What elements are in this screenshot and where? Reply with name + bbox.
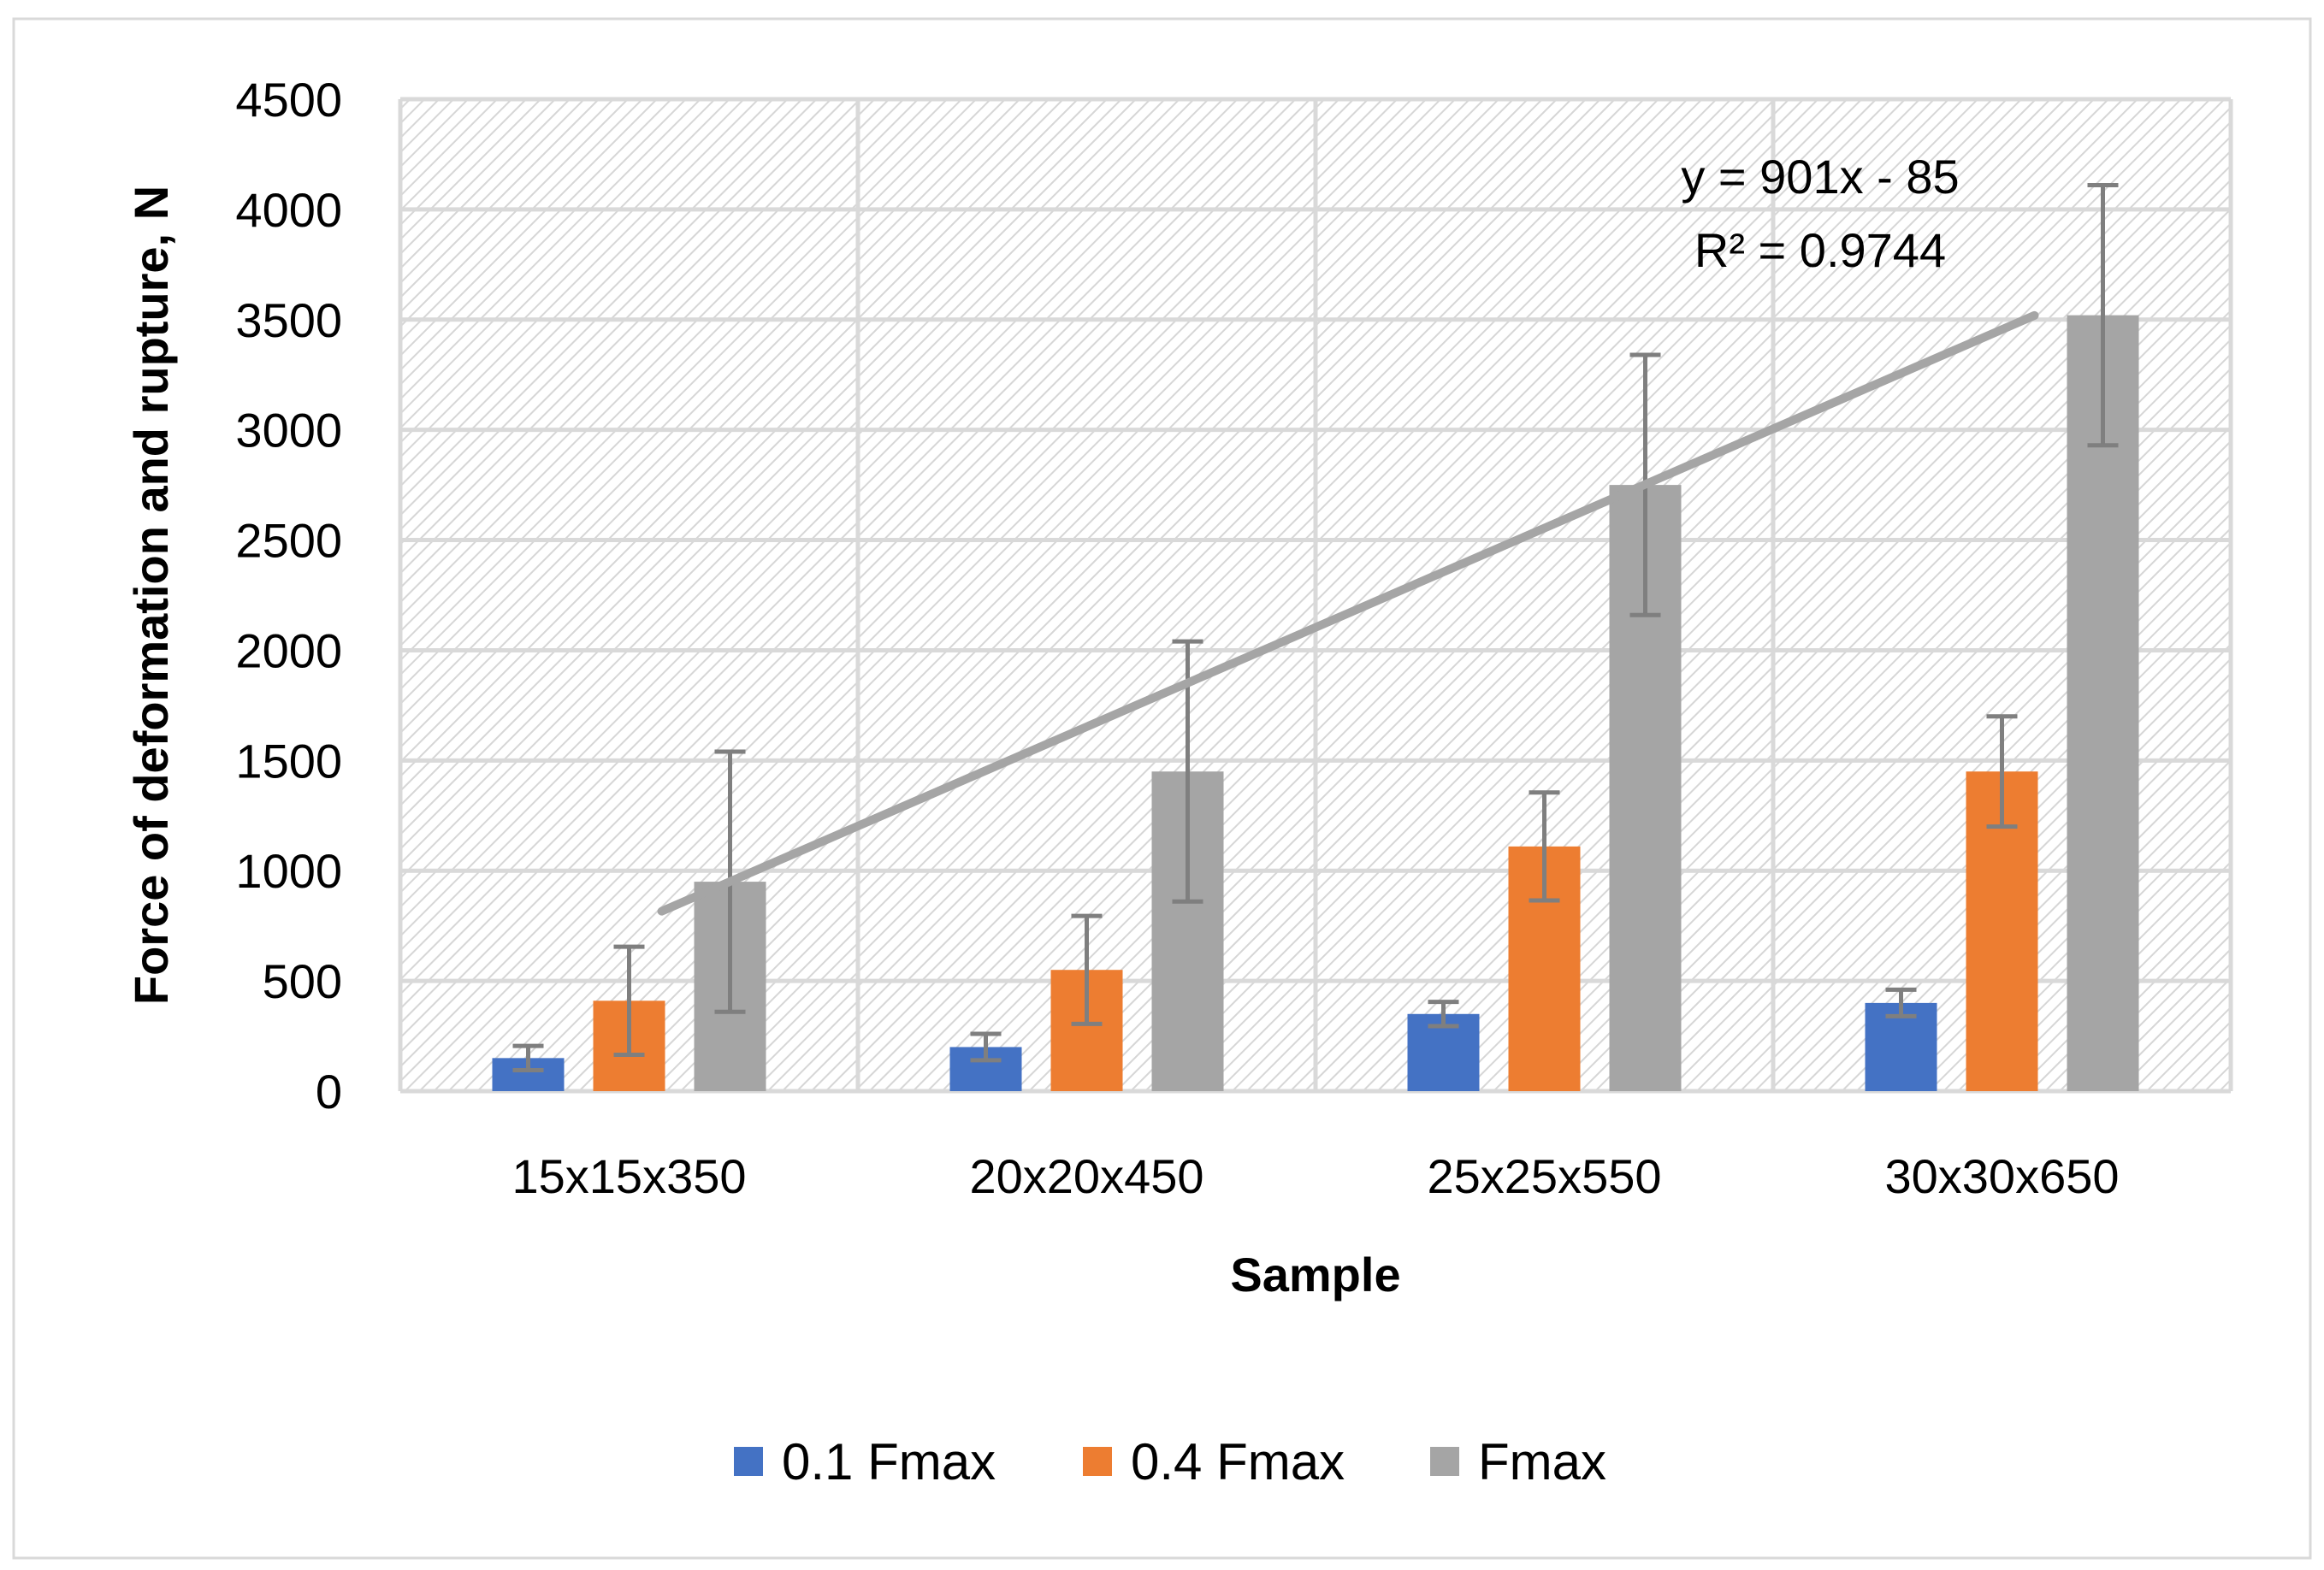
- y-tick-label: 1000: [235, 844, 342, 898]
- trendline: [657, 310, 2039, 916]
- y-tick-label: 2000: [235, 623, 342, 677]
- y-tick-label: 500: [263, 954, 342, 1008]
- x-axis-title: Sample: [1230, 1248, 1400, 1301]
- error-bar-0-4-fmax-15x15x350: [613, 944, 645, 1057]
- legend-swatch: [1083, 1447, 1112, 1476]
- x-tick-label: 15x15x350: [512, 1149, 746, 1203]
- legend-label: 0.1 Fmax: [782, 1433, 996, 1490]
- tick-labels: 0 500 1000 1500 2000 2500 3000 3500 4000 4500 15x1…: [235, 73, 2119, 1203]
- error-bar-0-1-fmax-20x20x450: [970, 1031, 1002, 1063]
- x-tick-label: 20x20x450: [969, 1149, 1203, 1203]
- legend-swatch: [734, 1447, 763, 1476]
- trendline-group: [657, 310, 2039, 916]
- legend-item: 0.1 Fmax: [734, 1433, 996, 1490]
- y-tick-label: 1500: [235, 734, 342, 788]
- legend-swatch: [1430, 1447, 1459, 1476]
- y-tick-label: 3500: [235, 293, 342, 347]
- legend-label: Fmax: [1478, 1433, 1606, 1490]
- error-bar-0-4-fmax-20x20x450: [1071, 913, 1103, 1026]
- y-tick-label: 3000: [235, 404, 342, 457]
- error-bar-0-4-fmax-30x30x650: [1986, 714, 2018, 829]
- legend-item: Fmax: [1430, 1433, 1606, 1490]
- y-axis-title: Force of deformation and rupture, N: [124, 186, 178, 1005]
- error-bar-0-1-fmax-30x30x650: [1885, 987, 1917, 1018]
- y-tick-label: 4500: [235, 73, 342, 127]
- y-tick-label: 0: [316, 1065, 342, 1118]
- trendline-equation: y = 901x - 85: [1681, 150, 1959, 204]
- x-tick-label: 25x25x550: [1427, 1149, 1661, 1203]
- error-bar-0-4-fmax-25x25x550: [1529, 790, 1560, 903]
- error-bar-fmax-30x30x650: [2087, 183, 2119, 448]
- error-bar-0-1-fmax-15x15x350: [512, 1043, 544, 1073]
- y-tick-label: 4000: [235, 183, 342, 237]
- y-tick-label: 2500: [235, 514, 342, 568]
- error-bar-0-1-fmax-25x25x550: [1428, 1000, 1459, 1029]
- legend-label: 0.4 Fmax: [1131, 1433, 1345, 1490]
- legend: 0.1 Fmax 0.4 Fmax Fmax: [734, 1433, 1606, 1490]
- legend-item: 0.4 Fmax: [1083, 1433, 1345, 1490]
- x-tick-label: 30x30x650: [1884, 1149, 2119, 1203]
- trendline-r-squared: R² = 0.9744: [1694, 223, 1946, 277]
